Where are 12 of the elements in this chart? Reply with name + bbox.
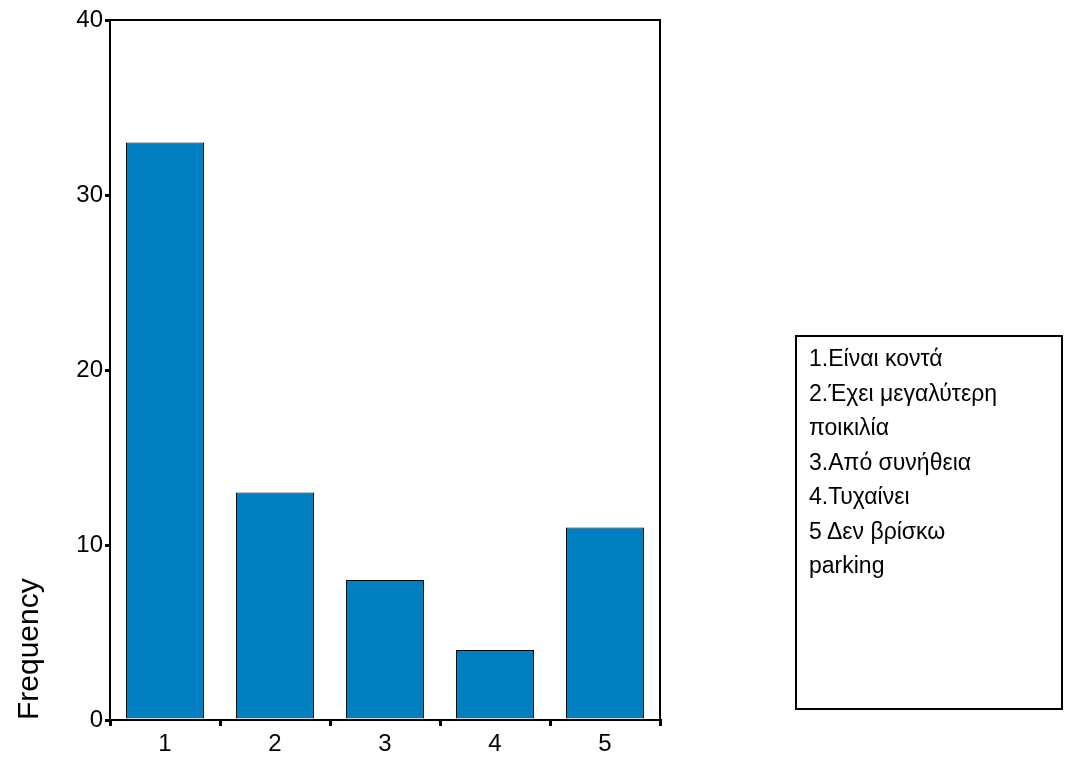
x-tick-label: 2: [268, 729, 282, 757]
y-tick-label: 30: [76, 179, 103, 207]
x-tick-label: 1: [158, 729, 172, 757]
x-tick-label: 3: [378, 729, 392, 757]
y-tick-label: 20: [76, 354, 103, 382]
x-tick-label: 4: [488, 729, 502, 757]
y-tick-label: 40: [76, 4, 103, 32]
y-tick-label: 10: [76, 529, 103, 557]
y-axis-title: Frequency: [11, 578, 45, 720]
note-box: 1.Είναι κοντά 2.Έχει μεγαλύτερη ποικιλία 3.Από συνήθεια 4.Τυχαίνει 5 Δεν βρίσκω parking: [795, 335, 1063, 710]
y-tick-label: 0: [89, 704, 103, 732]
x-tick-label: 5: [598, 729, 612, 757]
